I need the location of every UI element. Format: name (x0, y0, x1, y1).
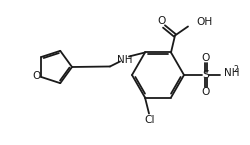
Text: NH: NH (224, 68, 240, 78)
Text: Cl: Cl (145, 115, 155, 125)
Text: O: O (202, 53, 210, 63)
Text: OH: OH (196, 18, 212, 28)
Text: O: O (202, 87, 210, 97)
Text: 2: 2 (233, 65, 238, 74)
Text: S: S (202, 70, 209, 80)
Text: O: O (32, 71, 40, 81)
Text: O: O (158, 17, 166, 27)
Text: NH: NH (117, 56, 133, 66)
